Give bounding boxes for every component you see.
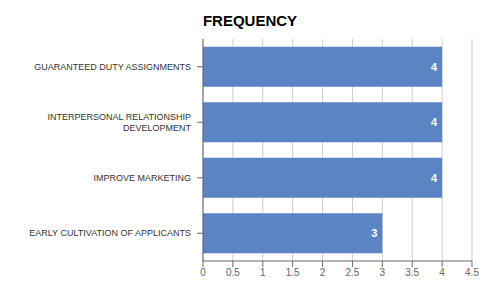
svg-text:4.5: 4.5	[465, 267, 479, 278]
svg-text:INTERPERSONAL RELATIONSHIPDEVE: INTERPERSONAL RELATIONSHIPDEVELOPMENT	[47, 112, 191, 133]
svg-text:4: 4	[431, 172, 438, 184]
svg-text:4: 4	[431, 116, 438, 128]
svg-text:2.5: 2.5	[345, 267, 359, 278]
svg-text:4: 4	[439, 267, 445, 278]
svg-text:3.5: 3.5	[405, 267, 419, 278]
svg-text:1.5: 1.5	[286, 267, 300, 278]
svg-text:4: 4	[431, 61, 438, 73]
svg-text:GUARANTEED DUTY ASSIGNMENTS: GUARANTEED DUTY ASSIGNMENTS	[34, 62, 191, 72]
svg-text:3: 3	[380, 267, 386, 278]
svg-text:2: 2	[320, 267, 326, 278]
svg-text:0: 0	[200, 267, 206, 278]
svg-text:3: 3	[371, 227, 377, 239]
html-text:FREQUENCY: FREQUENCY	[202, 12, 298, 29]
svg-text:0.5: 0.5	[226, 267, 240, 278]
svg-text:EARLY CULTIVATION OF APPLICANT: EARLY CULTIVATION OF APPLICANTS	[29, 228, 191, 238]
svg-text:IMPROVE MARKETING: IMPROVE MARKETING	[93, 173, 191, 183]
svg-text:1: 1	[260, 267, 266, 278]
